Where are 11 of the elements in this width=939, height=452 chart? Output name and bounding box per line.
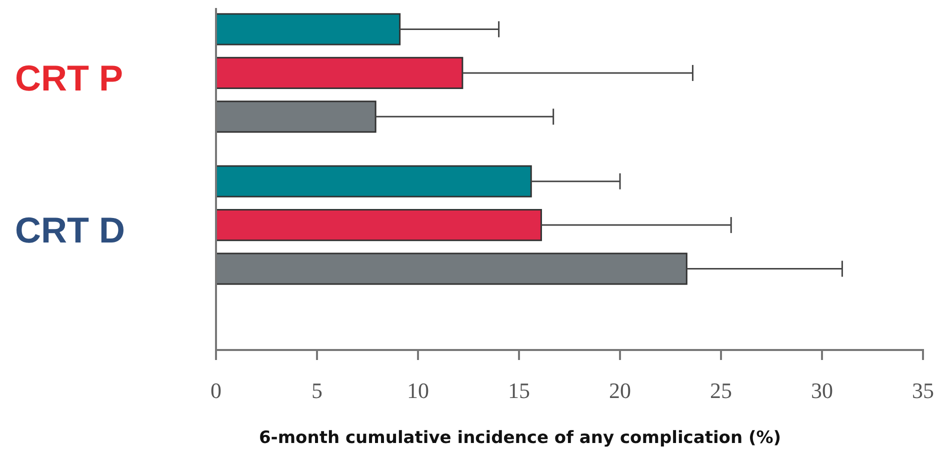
x-tick-label: 30 <box>811 378 833 404</box>
y-tick-label: CRT P <box>15 57 123 98</box>
x-tick-label: 25 <box>710 378 732 404</box>
x-tick-label: 5 <box>312 378 322 404</box>
x-tick-label: 15 <box>508 378 530 404</box>
x-tick-label: 0 <box>210 378 222 404</box>
x-axis-title: 6-month cumulative incidence of any complication (%) <box>258 428 782 448</box>
y-tick-label: CRT D <box>15 210 125 251</box>
x-tick-label: 35 <box>912 378 934 404</box>
x-tick-label: 20 <box>609 378 631 404</box>
x-tick-label: 10 <box>407 378 429 404</box>
